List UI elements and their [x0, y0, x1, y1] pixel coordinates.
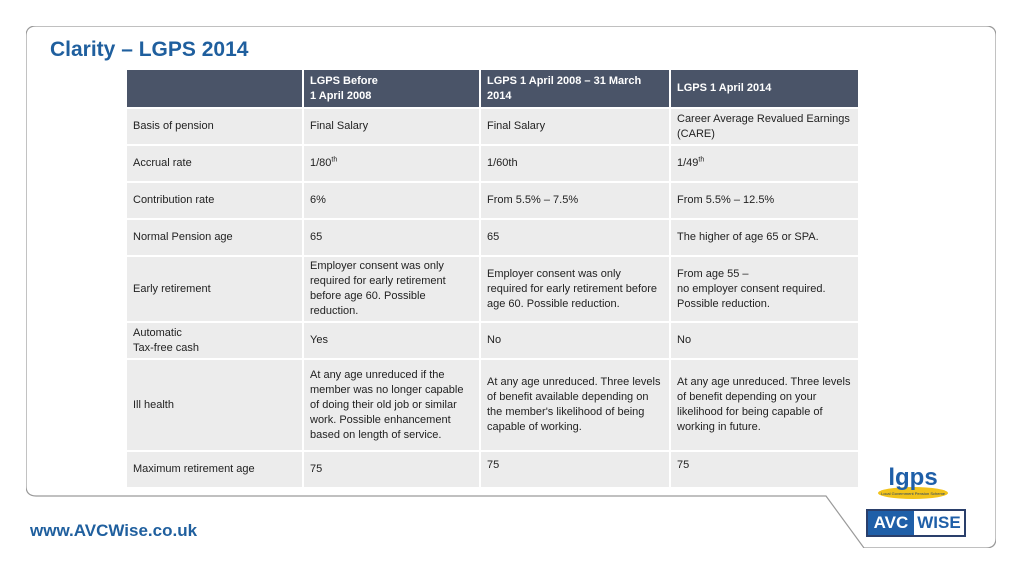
cell: 1/80th	[302, 144, 481, 183]
row-label: Normal Pension age	[125, 218, 304, 257]
row-label: Early retirement	[125, 255, 304, 323]
cell: 6%	[302, 181, 481, 220]
cell: From 5.5% – 7.5%	[479, 181, 671, 220]
cell: 1/49th	[669, 144, 860, 183]
header-2008-2014: LGPS 1 April 2008 – 31 March 2014	[479, 68, 671, 109]
row-label: Automatic Tax-free cash	[125, 321, 304, 360]
row-label: Basis of pension	[125, 107, 304, 146]
header-before-2008: LGPS Before 1 April 2008	[302, 68, 481, 109]
table-row: Early retirement Employer consent was on…	[125, 255, 860, 323]
cell: 65	[302, 218, 481, 257]
cell: At any age unreduced. Three levels of be…	[669, 358, 860, 452]
cell: No	[669, 321, 860, 360]
table-row: Automatic Tax-free cash Yes No No	[125, 321, 860, 360]
row-label: Contribution rate	[125, 181, 304, 220]
cell: From age 55 – no employer consent require…	[669, 255, 860, 323]
row-label: Accrual rate	[125, 144, 304, 183]
cell: 75	[669, 450, 860, 489]
table-row: Ill health At any age unreduced if the m…	[125, 358, 860, 452]
lgps-logo-tagline: Local Government Pension Scheme	[881, 491, 946, 496]
avcwise-logo: AVC WISE	[866, 509, 966, 537]
avcwise-logo-part2: WISE	[914, 511, 964, 535]
cell: Employer consent was only required for e…	[479, 255, 671, 323]
header-2014: LGPS 1 April 2014	[669, 68, 860, 109]
lgps-logo-text: lgps	[888, 464, 937, 491]
cell: At any age unreduced. Three levels of be…	[479, 358, 671, 452]
header-empty	[125, 68, 304, 109]
table-row: Maximum retirement age 75 75 75	[125, 450, 860, 489]
table-row: Contribution rate 6% From 5.5% – 7.5% Fr…	[125, 181, 860, 220]
cell: Employer consent was only required for e…	[302, 255, 481, 323]
cell: From 5.5% – 12.5%	[669, 181, 860, 220]
cell: 75	[302, 450, 481, 489]
lgps-logo: lgps Local Government Pension Scheme	[878, 464, 948, 499]
cell: Final Salary	[479, 107, 671, 146]
cell: The higher of age 65 or SPA.	[669, 218, 860, 257]
table-row: Basis of pension Final Salary Final Sala…	[125, 107, 860, 146]
row-label: Maximum retirement age	[125, 450, 304, 489]
cell: At any age unreduced if the member was n…	[302, 358, 481, 452]
comparison-table: LGPS Before 1 April 2008 LGPS 1 April 200…	[125, 68, 860, 489]
page-title: Clarity – LGPS 2014	[50, 38, 249, 61]
cell: No	[479, 321, 671, 360]
table-row: Accrual rate 1/80th 1/60th 1/49th	[125, 144, 860, 183]
cell: Career Average Revalued Earnings (CARE)	[669, 107, 860, 146]
website-link[interactable]: www.AVCWise.co.uk	[30, 521, 198, 540]
avcwise-logo-part1: AVC	[868, 511, 914, 535]
cell: 65	[479, 218, 671, 257]
cell: Final Salary	[302, 107, 481, 146]
row-label: Ill health	[125, 358, 304, 452]
table-row: Normal Pension age 65 65 The higher of a…	[125, 218, 860, 257]
table-header-row: LGPS Before 1 April 2008 LGPS 1 April 200…	[125, 68, 860, 109]
cell: Yes	[302, 321, 481, 360]
cell: 1/60th	[479, 144, 671, 183]
cell: 75	[479, 450, 671, 489]
